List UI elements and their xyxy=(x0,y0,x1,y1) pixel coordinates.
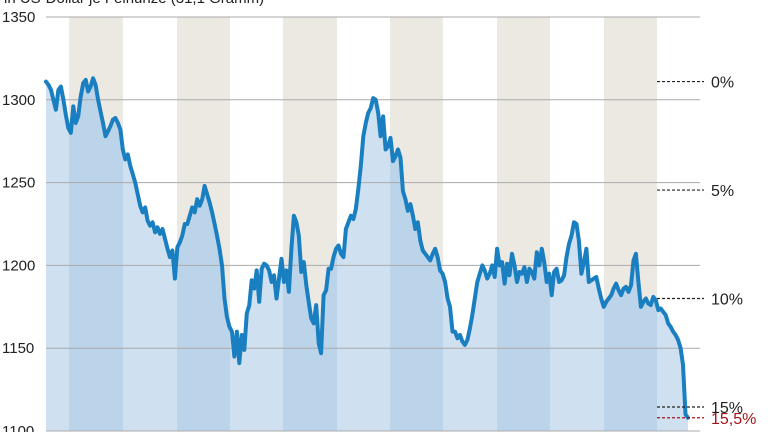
drawdown-marker-label: 15,5% xyxy=(711,411,756,428)
price-line xyxy=(44,76,690,420)
y-tick-label: 1100 xyxy=(2,423,34,432)
y-tick-label: 1250 xyxy=(2,175,35,192)
chart-subtitle: in US-Dollar je Feinunze (31,1 Gramm) xyxy=(4,0,264,7)
area-fill xyxy=(46,78,688,432)
area-stripe-shade xyxy=(69,78,123,431)
y-tick-label: 1150 xyxy=(2,340,34,357)
drawdown-marker-label: 5% xyxy=(711,183,734,200)
drawdown-marker-label: 15% xyxy=(711,400,743,417)
drawdown-marker-label: 0% xyxy=(711,75,734,92)
y-tick-label: 1350 xyxy=(2,9,35,26)
y-tick-label: 1300 xyxy=(2,92,35,109)
y-tick-label: 1200 xyxy=(2,257,35,274)
drawdown-marker-label: 10% xyxy=(711,292,743,309)
